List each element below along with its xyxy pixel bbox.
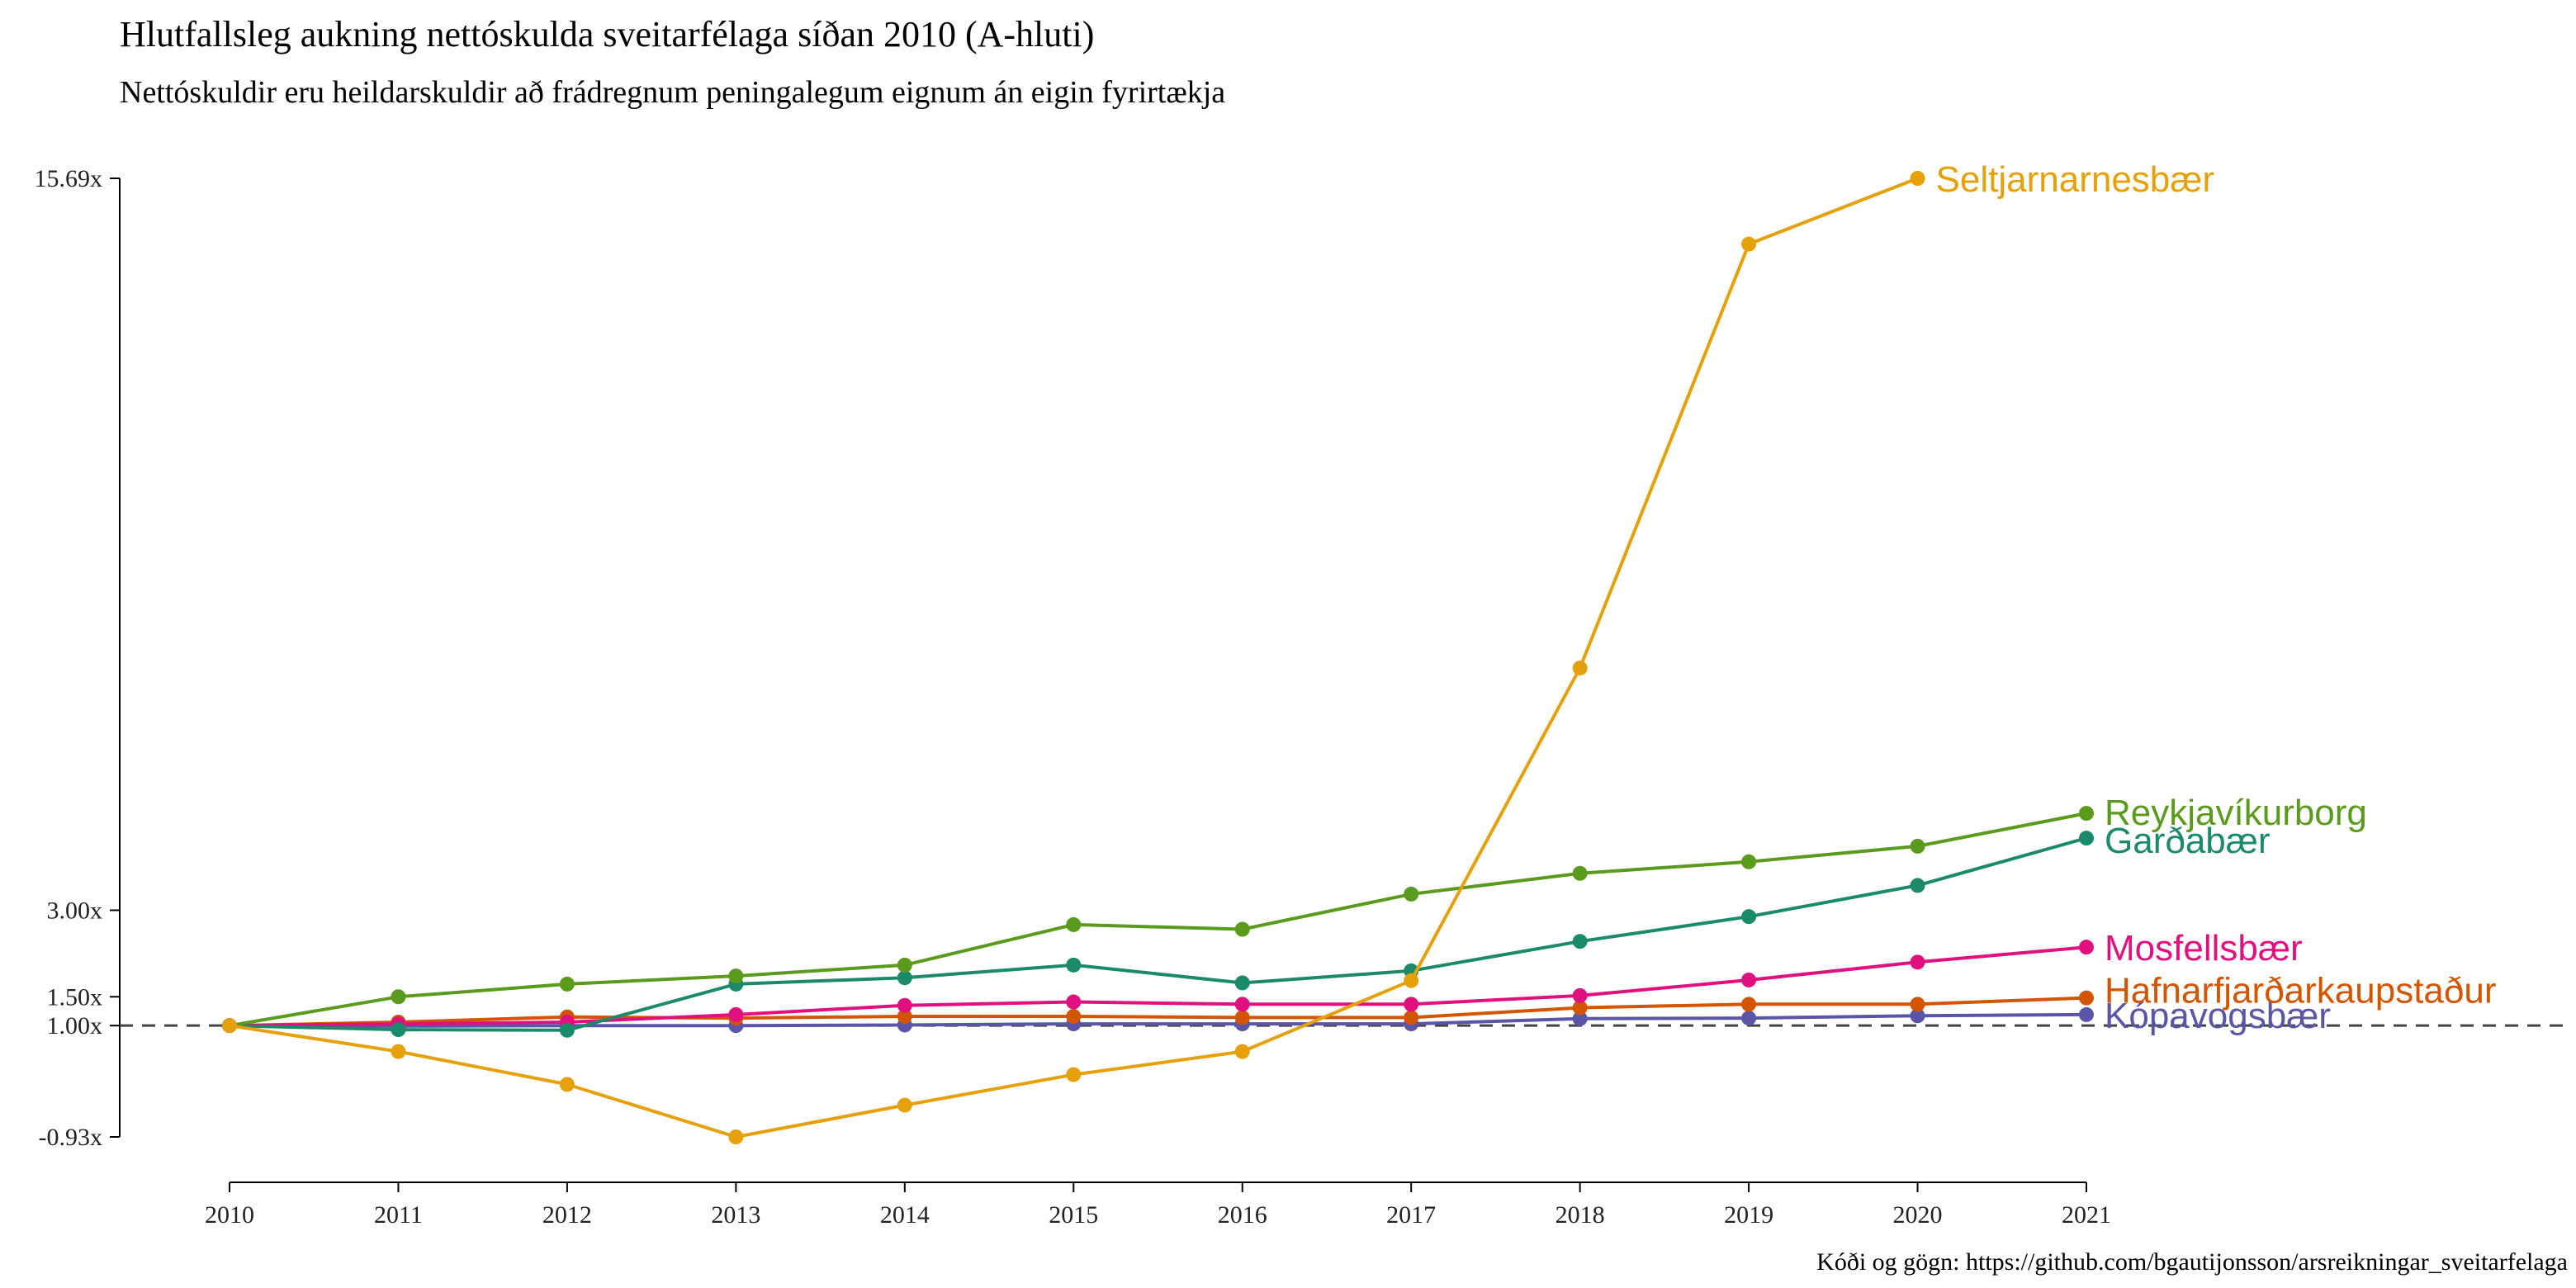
y-tick-label: 15.69x: [35, 165, 103, 192]
data-point: [1066, 957, 1082, 973]
data-point: [2079, 990, 2094, 1006]
x-tick-label: 2013: [711, 1201, 760, 1229]
series-line: [229, 812, 2087, 1028]
x-tick-label: 2011: [374, 1201, 423, 1229]
x-tick-label: 2018: [1556, 1201, 1605, 1229]
series-label: Garðabær: [2105, 821, 2271, 861]
series-layer: [222, 171, 2094, 1144]
data-point: [1404, 973, 1419, 988]
chart-title: Hlutfallsleg aukning nettóskulda sveitar…: [120, 14, 1094, 54]
data-point: [1404, 997, 1419, 1012]
y-tick-label: 1.00x: [47, 1012, 103, 1039]
data-point: [559, 1077, 575, 1092]
data-point: [391, 1044, 406, 1059]
data-point: [1234, 975, 1250, 991]
data-point: [1234, 997, 1250, 1012]
data-point: [897, 957, 912, 973]
data-point: [2079, 1006, 2094, 1022]
x-tick-label: 2010: [205, 1201, 254, 1229]
series-label: Mosfellsbær: [2105, 928, 2303, 968]
series-line: [229, 996, 2087, 1028]
data-point: [1066, 1067, 1082, 1082]
data-point: [1066, 994, 1082, 1010]
data-point: [897, 970, 912, 986]
x-tick-label: 2021: [2062, 1201, 2111, 1229]
x-tick-label: 2020: [1893, 1201, 1943, 1229]
data-point: [1910, 838, 1925, 854]
data-point: [897, 1097, 912, 1113]
data-point: [391, 989, 406, 1005]
data-point: [1066, 1009, 1082, 1025]
data-point: [1404, 1010, 1419, 1025]
y-tick-label: -0.93x: [39, 1124, 103, 1151]
x-tick-label: 2012: [542, 1201, 592, 1229]
chart-subtitle: Nettóskuldir eru heildarskuldir að frádr…: [120, 75, 1225, 110]
series-line: [229, 177, 1919, 1139]
chart-caption: Kóði og gögn: https://github.com/bgautij…: [1816, 1248, 2568, 1276]
series-group: [222, 171, 1925, 1144]
data-point: [728, 1129, 744, 1144]
data-point: [1741, 997, 1757, 1012]
data-point: [1234, 1010, 1250, 1025]
data-point: [2079, 806, 2094, 822]
data-point: [1572, 1000, 1588, 1016]
data-point: [1572, 865, 1588, 881]
x-tick-label: 2014: [880, 1201, 930, 1229]
data-point: [1741, 854, 1757, 869]
y-tick-label: 1.50x: [47, 983, 103, 1011]
y-tick-label: 3.00x: [47, 897, 103, 924]
data-point: [1910, 997, 1925, 1012]
series-label: Hafnarfjarðarkaupstaður: [2105, 971, 2496, 1011]
data-point: [1910, 878, 1925, 893]
data-point: [2079, 940, 2094, 955]
data-point: [1572, 934, 1588, 949]
data-point: [1572, 987, 1588, 1003]
data-point: [559, 976, 575, 992]
data-point: [1234, 921, 1250, 937]
data-point: [2079, 831, 2094, 846]
series-group: [222, 806, 2094, 1034]
data-point: [897, 1009, 912, 1025]
data-point: [1572, 661, 1588, 676]
series-labels-layer: KópavogsbærHafnarfjarðarkaupstaðurMosfel…: [1936, 159, 2497, 1036]
data-point: [1910, 1008, 1925, 1024]
data-point: [1741, 1011, 1757, 1026]
series-label: Reykjavíkurborg: [2105, 793, 2367, 833]
data-point: [1741, 236, 1757, 252]
x-tick-label: 2016: [1218, 1201, 1267, 1229]
x-tick-label: 2015: [1049, 1201, 1098, 1229]
series-line: [229, 945, 2087, 1028]
series-label: Kópavogsbær: [2105, 996, 2331, 1036]
x-axis-ticks: 2010 2011 2012 2013 2014 2015 2016 2017 2018 2019…: [205, 1182, 2111, 1229]
data-point: [728, 1006, 744, 1022]
series-line: [229, 1012, 2087, 1028]
data-point: [1234, 1044, 1250, 1059]
series-group: [222, 831, 2094, 1038]
data-point: [1404, 886, 1419, 902]
data-point: [1572, 1011, 1588, 1026]
data-point: [1910, 171, 1925, 186]
data-point: [559, 1022, 575, 1038]
data-point: [391, 1022, 406, 1038]
series-line: [229, 836, 2087, 1032]
data-point: [1741, 972, 1757, 987]
data-point: [1741, 909, 1757, 925]
data-point: [728, 968, 744, 984]
data-point: [222, 1018, 237, 1034]
data-point: [897, 997, 912, 1013]
x-tick-label: 2019: [1724, 1201, 1773, 1229]
x-tick-label: 2017: [1386, 1201, 1436, 1229]
data-point: [1066, 916, 1082, 932]
series-label: Seltjarnarnesbær: [1936, 159, 2215, 200]
data-point: [1910, 954, 1925, 970]
